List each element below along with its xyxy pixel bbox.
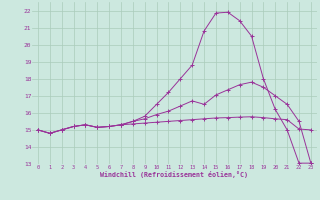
X-axis label: Windchill (Refroidissement éolien,°C): Windchill (Refroidissement éolien,°C): [100, 171, 248, 178]
